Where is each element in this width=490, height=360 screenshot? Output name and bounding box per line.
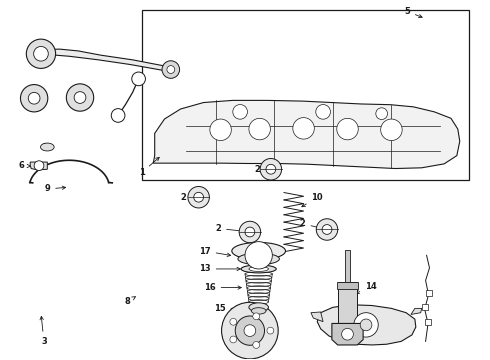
Circle shape <box>245 227 255 237</box>
Circle shape <box>188 186 209 208</box>
Circle shape <box>316 104 330 119</box>
Circle shape <box>267 327 274 334</box>
Circle shape <box>66 84 94 111</box>
Circle shape <box>253 313 260 320</box>
Circle shape <box>245 242 272 269</box>
Circle shape <box>162 61 180 78</box>
Polygon shape <box>30 162 48 170</box>
Bar <box>344 250 350 284</box>
Circle shape <box>21 85 48 112</box>
Bar <box>421 304 428 310</box>
Circle shape <box>244 325 256 337</box>
Text: 6: 6 <box>19 161 31 170</box>
Ellipse shape <box>41 143 54 151</box>
Circle shape <box>28 93 40 104</box>
Text: 9: 9 <box>45 184 66 193</box>
Ellipse shape <box>238 253 279 265</box>
Circle shape <box>167 66 175 73</box>
Bar <box>425 290 432 296</box>
Text: 5: 5 <box>404 7 422 18</box>
Text: 7: 7 <box>42 143 48 152</box>
Bar <box>337 282 358 289</box>
Text: 2: 2 <box>254 165 267 174</box>
Circle shape <box>230 318 237 325</box>
Circle shape <box>194 192 203 202</box>
Text: 11: 11 <box>220 330 246 339</box>
Circle shape <box>260 158 282 180</box>
Circle shape <box>360 319 372 331</box>
Text: 15: 15 <box>214 304 245 313</box>
Circle shape <box>111 109 125 122</box>
Circle shape <box>132 72 146 86</box>
Text: 10: 10 <box>302 193 323 207</box>
Text: 16: 16 <box>204 283 241 292</box>
Circle shape <box>249 118 270 140</box>
Circle shape <box>74 92 86 103</box>
Polygon shape <box>41 49 172 72</box>
Polygon shape <box>411 309 422 315</box>
Polygon shape <box>311 312 323 321</box>
Circle shape <box>253 342 260 348</box>
Circle shape <box>34 161 44 171</box>
Circle shape <box>376 108 388 120</box>
Circle shape <box>230 336 237 343</box>
Text: 13: 13 <box>199 265 240 274</box>
Bar <box>338 282 357 338</box>
Text: 1: 1 <box>139 157 159 177</box>
Ellipse shape <box>241 265 276 273</box>
Circle shape <box>34 46 49 61</box>
Circle shape <box>322 225 332 234</box>
Circle shape <box>293 118 314 139</box>
Text: 3: 3 <box>40 316 47 346</box>
Circle shape <box>239 221 261 243</box>
Text: 2: 2 <box>215 224 247 233</box>
Text: 4: 4 <box>26 91 33 100</box>
Bar <box>425 319 431 325</box>
Ellipse shape <box>232 242 286 260</box>
Text: 17: 17 <box>199 247 231 256</box>
Circle shape <box>221 302 278 359</box>
Circle shape <box>233 104 247 119</box>
Bar <box>143 10 468 180</box>
Ellipse shape <box>249 303 269 312</box>
Circle shape <box>210 119 231 140</box>
Text: 12: 12 <box>355 337 367 346</box>
Text: 2: 2 <box>300 219 323 229</box>
Circle shape <box>337 118 358 140</box>
Circle shape <box>354 313 378 337</box>
Polygon shape <box>317 305 416 345</box>
Text: 8: 8 <box>124 297 135 306</box>
Circle shape <box>381 119 402 140</box>
Text: 4: 4 <box>70 89 79 98</box>
Circle shape <box>266 165 276 174</box>
Circle shape <box>26 39 55 68</box>
Circle shape <box>316 219 338 240</box>
Text: 2: 2 <box>180 193 196 202</box>
Circle shape <box>235 316 265 345</box>
Ellipse shape <box>251 308 266 314</box>
Polygon shape <box>332 323 363 345</box>
Text: 14: 14 <box>356 282 377 293</box>
Polygon shape <box>153 100 460 168</box>
Circle shape <box>342 328 353 340</box>
Ellipse shape <box>249 266 269 271</box>
